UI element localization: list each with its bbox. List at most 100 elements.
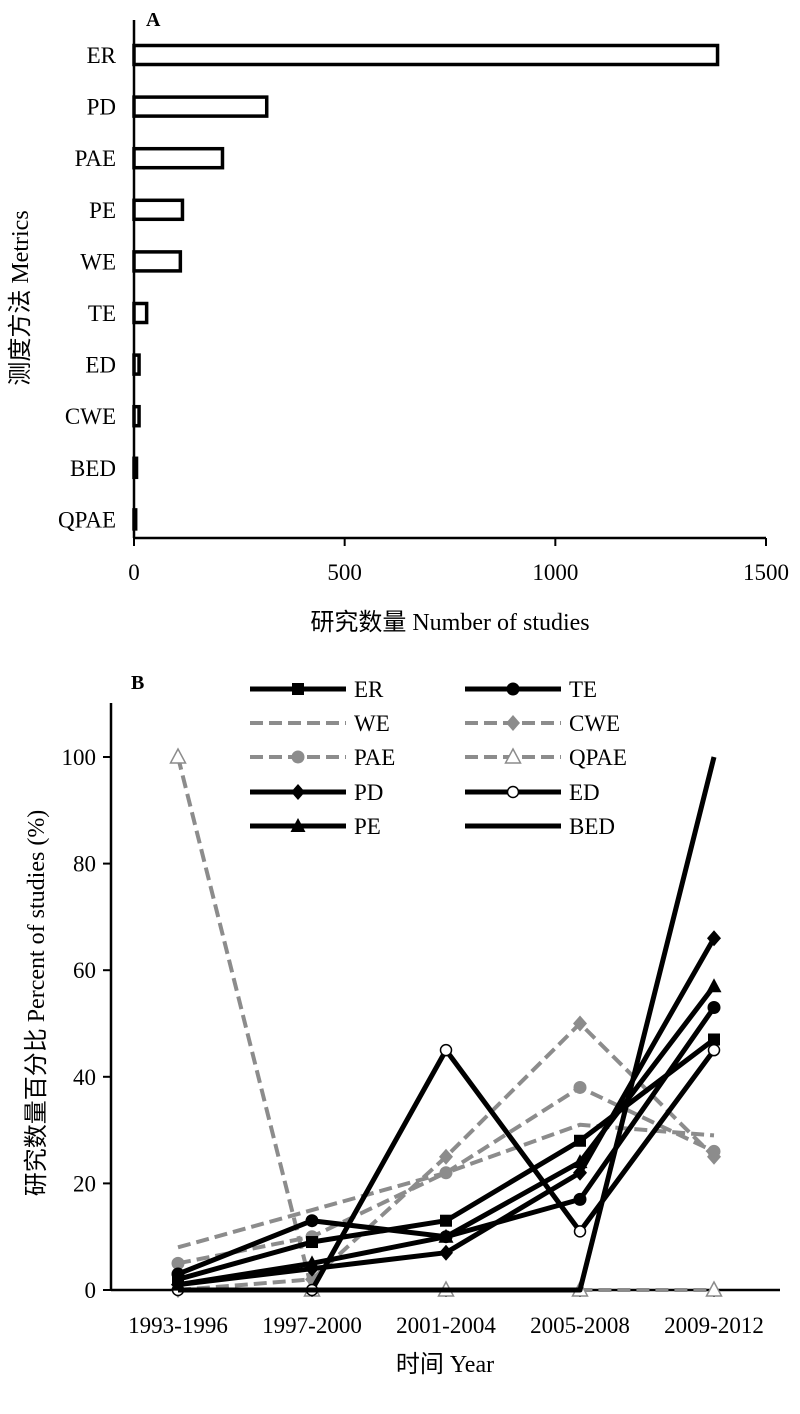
legend-item-we: WE [250, 711, 390, 736]
x-tick-label: 1993-1996 [128, 1313, 228, 1338]
point-pae [707, 1144, 721, 1158]
x-tick-label: 2001-2004 [396, 1313, 496, 1338]
x-tick-label: 1997-2000 [262, 1313, 362, 1338]
legend-label-pae: PAE [354, 745, 395, 770]
x-tick-label: 1000 [532, 560, 578, 585]
point-te [573, 1192, 587, 1206]
panel-a-bar-chart: A ER PD PAE PE WE TE ED CWE BED QPAE 0 500 1000 1500… [7, 9, 789, 636]
legend-marker-te [506, 682, 520, 696]
category-label-we: WE [80, 249, 116, 274]
point-qpae [169, 747, 187, 764]
legend-item-qpae: QPAE [465, 745, 627, 770]
panel-b-line-chart: B 0 20 40 60 80 100 1993-1996 1997-2000 2001-20… [23, 672, 780, 1378]
y-tick-label: 100 [62, 745, 97, 770]
legend-item-pae: PAE [250, 745, 395, 770]
category-label-pe: PE [89, 198, 116, 223]
category-label-bed: BED [70, 456, 116, 481]
x-tick-label: 2005-2008 [530, 1313, 630, 1338]
bar-we [132, 250, 183, 273]
y-tick-label: 60 [73, 958, 96, 983]
legend-item-bed: BED [465, 814, 615, 839]
bar-cwe [132, 404, 141, 428]
bar-te [132, 301, 149, 325]
legend-marker-pe [290, 818, 306, 832]
series-bed [178, 756, 717, 1293]
category-label-er: ER [87, 43, 117, 68]
category-label-pd: PD [87, 95, 116, 120]
legend-marker-ed [506, 785, 520, 799]
category-label-ed: ED [85, 353, 116, 378]
point-er [306, 1236, 318, 1249]
point-qpae [705, 1280, 723, 1297]
point-pd [573, 1164, 587, 1181]
category-label-qpae: QPAE [58, 507, 116, 532]
point-ed [439, 1043, 453, 1057]
legend-label-pd: PD [354, 780, 383, 805]
panel-a-y-axis-label: 测度方法 Metrics [7, 210, 34, 385]
category-label-cwe: CWE [65, 404, 116, 429]
point-pae [171, 1256, 185, 1270]
panel-b-label: B [131, 672, 144, 694]
x-tick-label: 1500 [743, 560, 789, 585]
point-er [574, 1134, 586, 1147]
point-cwe [573, 1015, 587, 1032]
panel-b-y-axis-label: 研究数量百分比 Percent of studies (%) [23, 810, 50, 1197]
panel-b-y-ticks: 0 20 40 60 80 100 [62, 745, 111, 1303]
legend-label-pe: PE [354, 814, 381, 839]
legend-item-pe: PE [250, 814, 381, 839]
legend-item-pd: PD [250, 780, 383, 805]
panel-a-bars [132, 43, 720, 531]
point-cwe [439, 1148, 453, 1165]
legend-label-qpae: QPAE [569, 745, 627, 770]
panel-b-x-axis-label: 时间 Year [396, 1351, 494, 1378]
legend-marker-qpae [504, 747, 522, 764]
category-label-pae: PAE [75, 146, 116, 171]
point-te [305, 1214, 319, 1228]
x-tick-label: 0 [128, 560, 140, 585]
x-tick-label: 2009-2012 [664, 1313, 764, 1338]
panel-a-label: A [146, 9, 161, 31]
y-tick-label: 80 [73, 852, 96, 877]
legend-label-cwe: CWE [569, 711, 620, 736]
point-pe [304, 1255, 320, 1270]
point-pe [706, 978, 722, 993]
legend-label-te: TE [569, 677, 597, 702]
point-pe [572, 1154, 588, 1169]
point-ed [573, 1225, 587, 1238]
panel-a-x-ticks: 0 500 1000 1500 [128, 538, 789, 585]
line-qpae [176, 756, 714, 1292]
point-pe [438, 1228, 454, 1243]
legend-marker-er [292, 683, 304, 695]
bar-ed [132, 353, 141, 376]
point-te [707, 1001, 721, 1015]
panel-a-x-axis-label: 研究数量 Number of studies [310, 609, 589, 636]
y-tick-label: 20 [73, 1171, 96, 1196]
panel-b-x-ticks: 1993-1996 1997-2000 2001-2004 2005-2008 2009… [128, 1290, 764, 1338]
point-ed [707, 1043, 721, 1057]
legend-label-bed: BED [569, 814, 615, 839]
legend-item-cwe: CWE [465, 711, 620, 736]
point-er [708, 1033, 720, 1046]
y-tick-label: 40 [73, 1065, 96, 1090]
series-qpae [169, 747, 723, 1297]
point-pae [573, 1080, 587, 1094]
line-bed [178, 756, 717, 1293]
legend-marker-pae [291, 750, 305, 764]
panel-b-series [169, 747, 723, 1298]
point-pd [707, 930, 721, 947]
legend-label-we: WE [354, 711, 390, 736]
legend-item-te: TE [465, 677, 597, 702]
legend-label-ed: ED [569, 780, 600, 805]
bar-bed [132, 456, 139, 480]
x-tick-label: 500 [327, 560, 362, 585]
y-tick-label: 0 [85, 1278, 97, 1303]
panel-a-category-labels: ER PD PAE PE WE TE ED CWE BED QPAE [58, 43, 117, 532]
bar-er [132, 43, 720, 67]
legend-marker-pd [291, 784, 305, 800]
category-label-te: TE [88, 301, 116, 326]
point-te [171, 1267, 185, 1281]
panel-b-legend: ER TE WE CWE PAE QPAE PD ED PE BED [250, 677, 627, 839]
bar-qpae [132, 508, 138, 531]
bar-pae [132, 146, 225, 170]
